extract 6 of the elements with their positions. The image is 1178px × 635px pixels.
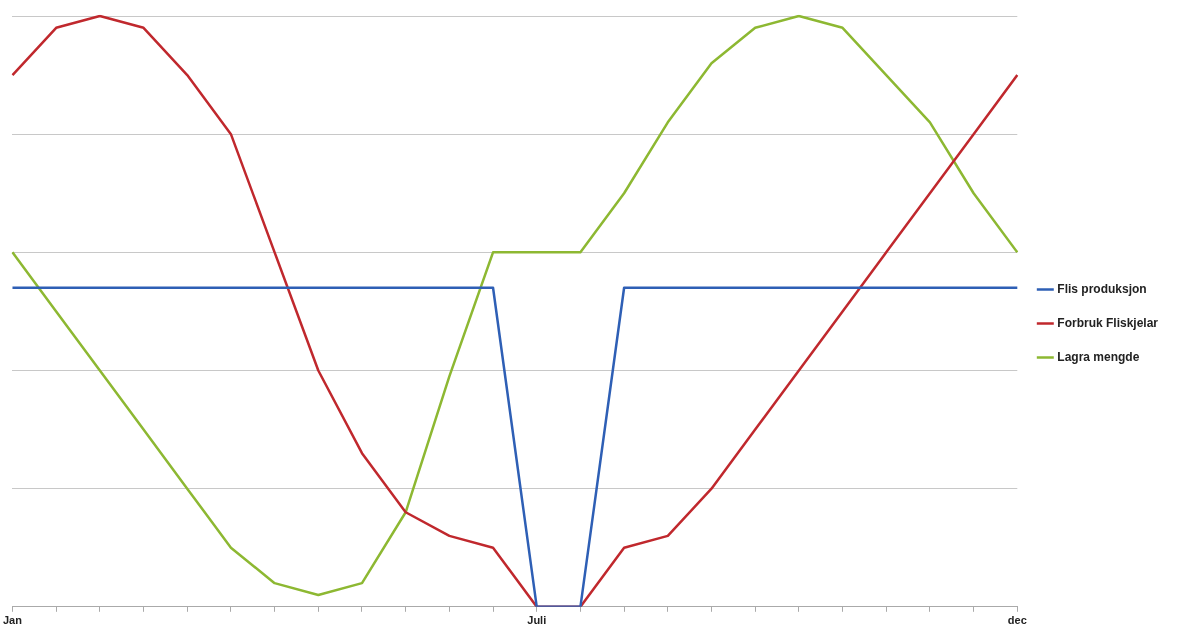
- x-tick-label: Juli: [527, 614, 547, 627]
- legend-label: Forbruk Fliskjelar: [1057, 315, 1159, 330]
- legend-label: Flis produksjon: [1057, 281, 1147, 296]
- x-tick-label: dec: [1007, 614, 1027, 627]
- x-tick-label: Jan: [2, 614, 23, 627]
- legend-label: Lagra mengde: [1057, 349, 1140, 364]
